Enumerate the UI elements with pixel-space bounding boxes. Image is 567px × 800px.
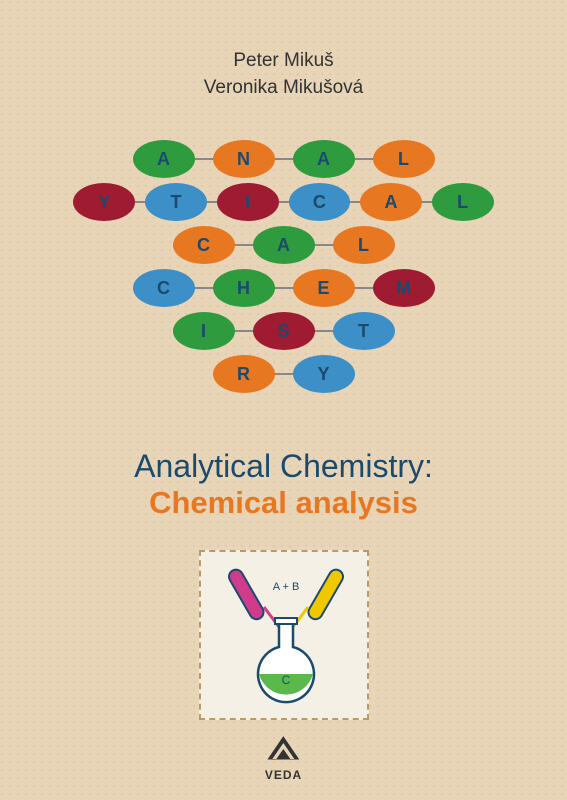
flask-label-top: A + B	[272, 581, 299, 593]
ellipse-row-6: RY	[74, 355, 494, 393]
letter-ellipse: I	[217, 183, 279, 221]
letter-ellipse: L	[333, 226, 395, 264]
publisher-logo-icon	[267, 735, 301, 761]
letter-ellipse: S	[253, 312, 315, 350]
ellipse-row-5: IST	[74, 312, 494, 350]
letter-ellipse: C	[133, 269, 195, 307]
ellipse-row-3: CAL	[74, 226, 494, 264]
letter-ellipse: N	[213, 140, 275, 178]
round-flask: C	[258, 618, 314, 702]
letter-ellipse: C	[289, 183, 351, 221]
ellipse-row-1: ANAL	[74, 140, 494, 178]
letter-ellipse: Y	[293, 355, 355, 393]
letter-ellipse: R	[213, 355, 275, 393]
letter-ellipse: A	[133, 140, 195, 178]
publisher-name: VEDA	[265, 768, 302, 782]
letter-ellipse: T	[145, 183, 207, 221]
letter-ellipse: H	[213, 269, 275, 307]
test-tube-left	[226, 567, 266, 622]
title-line-1: Analytical Chemistry:	[0, 448, 567, 485]
letter-ellipse: Y	[73, 183, 135, 221]
letter-ellipse: L	[373, 140, 435, 178]
book-title: Analytical Chemistry: Chemical analysis	[0, 448, 567, 521]
flask-label-bottom: C	[281, 673, 290, 687]
title-line-2: Chemical analysis	[0, 485, 567, 521]
flask-svg: A + B C	[201, 552, 371, 722]
flask-illustration-box: A + B C	[199, 550, 369, 720]
publisher-block: VEDA	[265, 735, 302, 782]
letter-ellipse: T	[333, 312, 395, 350]
authors-block: Peter Mikuš Veronika Mikušová	[0, 48, 567, 101]
letter-ellipse: A	[360, 183, 422, 221]
letter-ellipse: A	[293, 140, 355, 178]
author-2: Veronika Mikušová	[0, 75, 567, 102]
letter-ellipse-diagram: ANAL YTICAL CAL CHEM IST RY	[74, 140, 494, 440]
letter-ellipse: C	[173, 226, 235, 264]
letter-ellipse: I	[173, 312, 235, 350]
ellipse-row-2: YTICAL	[74, 183, 494, 221]
letter-ellipse: E	[293, 269, 355, 307]
letter-ellipse: M	[373, 269, 435, 307]
letter-ellipse: L	[432, 183, 494, 221]
test-tube-right	[305, 567, 345, 622]
ellipse-row-4: CHEM	[74, 269, 494, 307]
author-1: Peter Mikuš	[0, 48, 567, 75]
letter-ellipse: A	[253, 226, 315, 264]
